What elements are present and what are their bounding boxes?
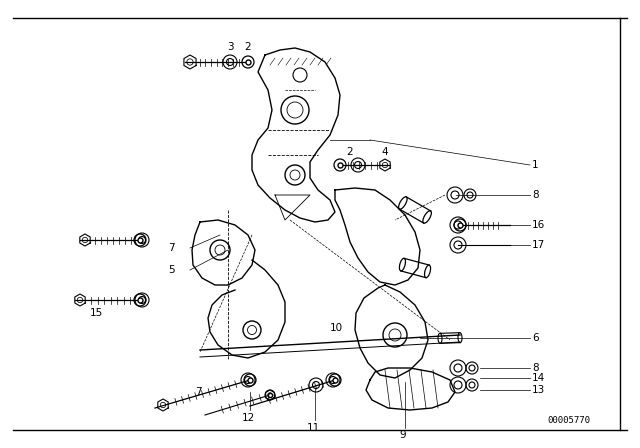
Text: 9: 9: [400, 430, 406, 440]
Text: 16: 16: [532, 220, 545, 230]
Text: 10: 10: [330, 323, 343, 333]
Text: 14: 14: [532, 373, 545, 383]
Text: 11: 11: [307, 423, 319, 433]
Text: 1: 1: [532, 160, 539, 170]
Text: 00005770: 00005770: [547, 415, 590, 425]
Text: 7: 7: [195, 387, 202, 397]
Text: 8: 8: [532, 190, 539, 200]
Text: 4: 4: [381, 147, 388, 157]
Text: 6: 6: [532, 333, 539, 343]
Text: 12: 12: [241, 413, 255, 423]
Text: 2: 2: [347, 147, 353, 157]
Text: 3: 3: [227, 42, 234, 52]
Text: 13: 13: [532, 385, 545, 395]
Text: 17: 17: [532, 240, 545, 250]
Text: 15: 15: [90, 308, 103, 318]
Text: 8: 8: [532, 363, 539, 373]
Text: 7: 7: [168, 243, 175, 253]
Text: 2: 2: [244, 42, 252, 52]
Text: 5: 5: [168, 265, 175, 275]
